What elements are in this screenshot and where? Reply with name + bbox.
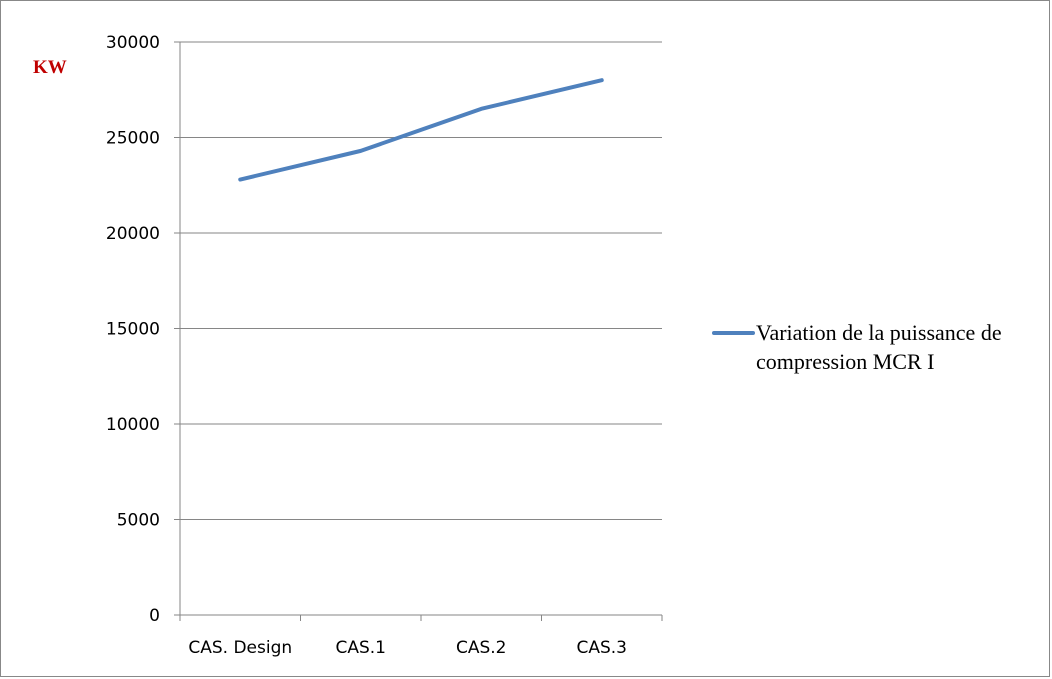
legend-label-line-1: Variation de la puissance de: [756, 320, 1002, 345]
legend-label-line-2: compression MCR I: [756, 349, 934, 374]
y-tick-label: 30000: [106, 33, 160, 53]
x-tick-label: CAS. Design: [188, 638, 292, 658]
y-tick-label: 5000: [117, 511, 160, 531]
series-line: [238, 78, 604, 182]
x-tick-label: CAS.2: [456, 638, 507, 658]
x-tick-label: CAS.1: [335, 638, 386, 658]
tick-labels: 0 5000 10000 15000 20000 25000 30000 CAS. Desig…: [106, 33, 627, 658]
y-tick-label: 25000: [106, 129, 160, 149]
y-tick-label: 10000: [106, 415, 160, 435]
y-tick-label: 20000: [106, 224, 160, 244]
y-tick-label: 15000: [106, 320, 160, 340]
x-tick-label: CAS.3: [576, 638, 627, 658]
y-tick-label: 0: [149, 606, 160, 626]
axes: [174, 41, 663, 621]
legend-label: Variation de la puissance de compression…: [756, 320, 1007, 374]
series-lines: [238, 78, 604, 182]
y-axis-label: KW: [33, 57, 67, 78]
gridlines: [180, 41, 662, 520]
legend: Variation de la puissance de compression…: [712, 320, 1007, 374]
